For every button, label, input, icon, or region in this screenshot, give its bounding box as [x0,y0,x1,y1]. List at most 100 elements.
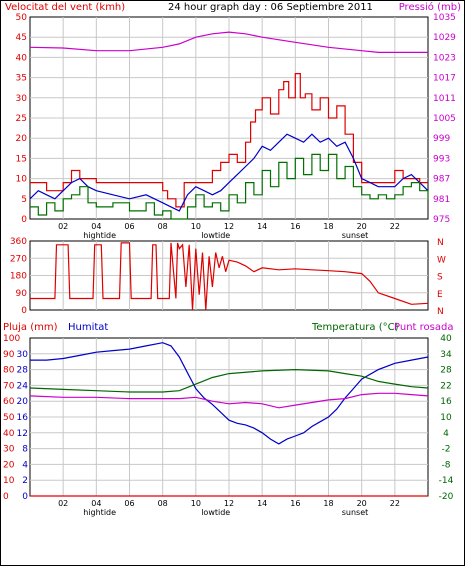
temp-ytick-0: -20 [439,492,454,502]
wind-ytick-9: 45 [16,33,27,43]
hum-xtick-4: 10 [191,499,201,508]
dir-ytick-4: 360 [10,237,27,247]
hum-xtick-10: 22 [390,499,400,508]
wind-ytick-6: 30 [16,94,28,104]
wind-ytick-3: 15 [16,154,27,164]
pressure-ytick-6: 1011 [433,94,456,104]
compass-label-3: W [437,255,446,265]
event-label-top-sunset: sunset [342,231,369,240]
wind-ytick-4: 20 [16,134,28,144]
rain-ytick-9: 30 [17,350,29,360]
pressure-ytick-4: 999 [433,134,450,144]
wind-ytick-2: 10 [16,175,28,185]
pressure-ytick-7: 1017 [433,74,456,84]
humidity-ytick-1: 10 [3,476,15,486]
series-gust [30,73,428,208]
humidity-ytick-8: 80 [3,366,15,376]
wind-xtick-3: 08 [158,222,168,231]
rain-title: Pluja (mm) [3,322,58,333]
hum-xtick-6: 14 [257,499,267,508]
wind-xtick-10: 22 [390,222,400,231]
temp-ytick-7: 22 [440,381,451,391]
wind-xtick-4: 10 [191,222,201,231]
event-label-bottom-hightide: hightide [83,508,116,517]
wind-xtick-8: 18 [323,222,333,231]
wind-xtick-6: 14 [257,222,267,231]
dir-ytick-0: 0 [21,306,27,316]
wind-xtick-2: 06 [124,222,134,231]
humidity-ytick-4: 40 [3,429,15,439]
rain-ytick-4: 12 [17,429,28,439]
pressure-title: Pressió (mb) [399,1,461,13]
compass-label-0: N [437,307,444,317]
tick-labels-layer: 0510152025303540455097598198799399910051… [3,13,456,517]
temp-ytick-3: -2 [442,445,451,455]
hum-xtick-0: 02 [58,499,68,508]
humidity-ytick-2: 20 [3,460,15,470]
temp-ytick-5: 10 [440,413,452,423]
wind-xtick-9: 20 [357,222,367,231]
pressure-ytick-9: 1029 [433,33,456,43]
rain-ytick-6: 20 [17,397,29,407]
pressure-ytick-2: 987 [433,175,450,185]
humidity-ytick-7: 70 [3,381,15,391]
dewpoint-title: Punt rosada [394,322,453,333]
series-pressure [29,31,428,53]
rain-ytick-1: 2 [22,476,28,486]
compass-label-4: N [437,238,444,248]
compass-label-2: S [437,273,443,283]
series-average [29,133,429,212]
compass-label-1: E [437,290,443,300]
temp-ytick-9: 34 [440,350,452,360]
wind-xtick-1: 04 [91,222,101,231]
event-label-top-hightide: hightide [83,231,116,240]
humidity-ytick-5: 50 [3,413,15,423]
rain-ytick-3: 8 [22,445,28,455]
dir-ytick-3: 270 [10,254,27,264]
hum-xtick-9: 20 [357,499,367,508]
rain-ytick-0: 0 [22,492,28,502]
temp-ytick-2: -8 [442,460,451,470]
series-direction [30,242,429,311]
wind-ytick-8: 40 [16,53,28,63]
wind-ytick-7: 35 [16,74,27,84]
series-layer [29,31,429,497]
rain-ytick-8: 28 [17,366,29,376]
temp-ytick-8: 28 [440,366,452,376]
wind-ytick-5: 25 [16,114,27,124]
event-label-bottom-lowtide: lowtide [201,508,230,517]
hum-xtick-5: 12 [224,499,234,508]
humidity-ytick-3: 30 [3,445,15,455]
series-dewpoint [29,392,429,409]
pressure-ytick-3: 993 [433,154,450,164]
wind-xtick-7: 16 [290,222,300,231]
temp-ytick-6: 16 [440,397,452,407]
humidity-ytick-9: 90 [3,350,15,360]
temp-ytick-4: 4 [443,429,449,439]
humidity-ytick-6: 60 [3,397,15,407]
pressure-ytick-8: 1023 [433,53,456,63]
humidity-title: Humitat [68,322,108,333]
dir-ytick-1: 90 [16,289,28,299]
event-label-bottom-sunset: sunset [342,508,369,517]
hum-xtick-7: 16 [290,499,300,508]
series-minimum [30,153,429,220]
wind-xtick-0: 02 [58,222,68,231]
temperature-title: Temperatura (°C) [311,322,399,333]
hum-xtick-8: 18 [323,499,333,508]
temp-ytick-1: -14 [439,476,454,486]
rain-ytick-2: 4 [22,460,28,470]
wind-title: Velocitat del vent (kmh) [5,2,125,13]
pressure-ytick-0: 975 [433,215,450,225]
temp-ytick-10: 40 [440,334,452,344]
event-label-top-lowtide: lowtide [201,231,230,240]
graph-date-title: 24 hour graph day : 06 Septiembre 2011 [168,2,373,13]
wind-ytick-10: 50 [16,13,28,23]
dir-ytick-2: 180 [10,272,27,282]
humidity-ytick-0: 0 [3,492,9,502]
series-temperature [29,368,429,393]
rain-ytick-5: 16 [17,413,29,423]
pressure-ytick-1: 981 [433,195,450,205]
wind-ytick-0: 0 [21,215,27,225]
